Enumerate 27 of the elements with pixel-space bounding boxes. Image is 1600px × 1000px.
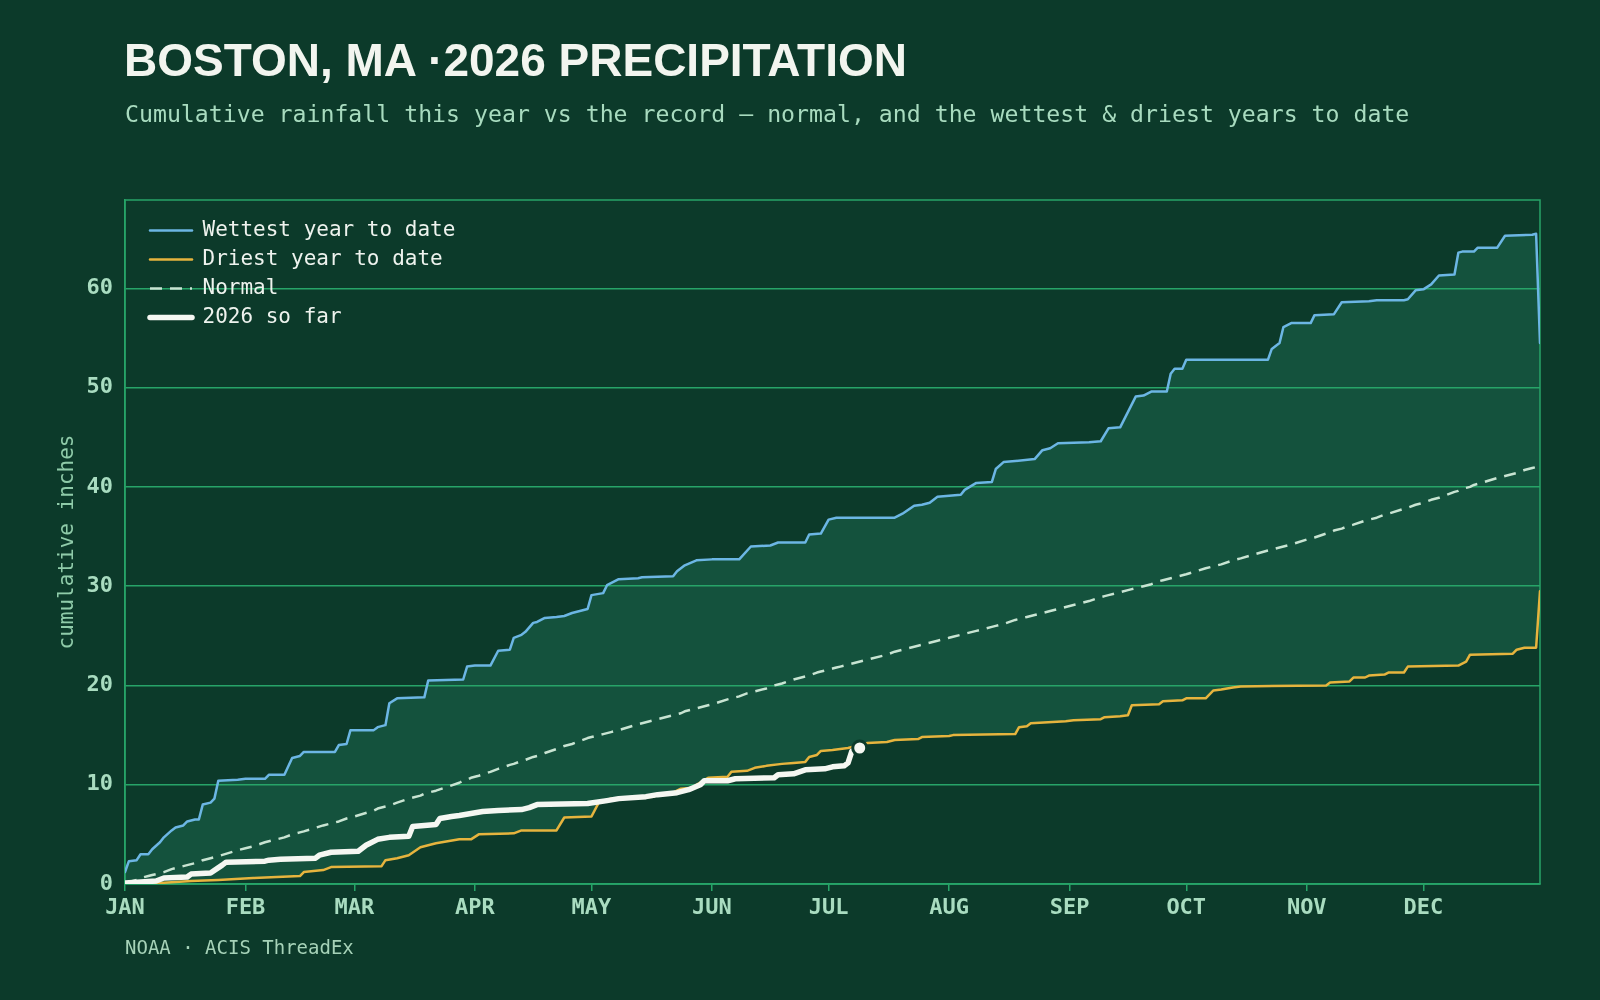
y-tick-label: 30	[86, 571, 113, 597]
x-tick-label: APR	[454, 893, 496, 919]
y-tick-label: 20	[86, 671, 113, 697]
x-tick-label: OCT	[1166, 893, 1207, 919]
x-tick-label: SEP	[1049, 893, 1090, 919]
x-tick-label: AUG	[929, 893, 969, 919]
x-tick-label: DEC	[1403, 893, 1444, 919]
y-tick-label: 60	[86, 274, 113, 300]
y-tick-label: 0	[99, 869, 113, 895]
x-tick-label: MAY	[571, 893, 613, 919]
y-tick-label: 50	[86, 373, 113, 399]
x-tick-label: JUN	[692, 893, 732, 919]
x-tick-label: JUL	[808, 893, 849, 919]
y-axis-title: cumulative inches	[54, 434, 79, 650]
chart-title: BOSTON, MA ·2026 PRECIPITATION	[124, 34, 907, 86]
legend-label: Driest year to date	[202, 245, 443, 270]
y-tick-label: 10	[86, 770, 113, 796]
legend-label: 2026 so far	[202, 303, 342, 328]
x-tick-label: NOV	[1286, 893, 1327, 919]
x-tick-label: JAN	[105, 893, 145, 919]
legend-label: Wettest year to date	[202, 216, 456, 241]
text: NOAA · ACIS ThreadEx	[125, 936, 354, 958]
y-tick-label: 40	[86, 472, 113, 498]
legend-label: Normal	[202, 274, 279, 299]
chart-subtitle: Cumulative rainfall this year vs the record — normal, and the wettest & driest years to date	[125, 100, 1410, 127]
x-tick-label: FEB	[225, 893, 266, 919]
x-tick-label: MAR	[334, 893, 375, 919]
